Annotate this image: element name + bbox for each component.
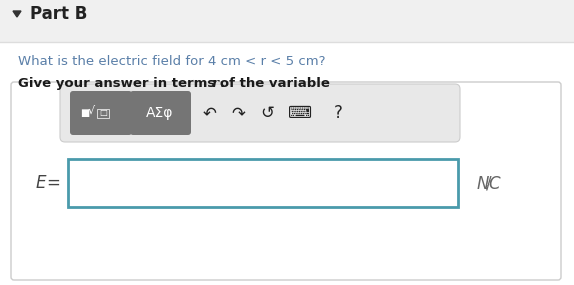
Text: ↶: ↶ (203, 104, 217, 122)
Text: √: √ (88, 106, 95, 116)
Text: Part B: Part B (30, 5, 87, 23)
FancyBboxPatch shape (130, 91, 191, 135)
Text: Give your answer in terms of the variable: Give your answer in terms of the variabl… (18, 77, 335, 90)
Text: r: r (211, 77, 218, 90)
FancyBboxPatch shape (0, 0, 574, 42)
Text: What is the electric field for 4 cm < r < 5 cm?: What is the electric field for 4 cm < r … (18, 55, 325, 68)
FancyBboxPatch shape (11, 82, 561, 280)
Text: $E\!=\,$: $E\!=\,$ (35, 174, 60, 192)
FancyBboxPatch shape (68, 159, 458, 207)
Text: .: . (220, 77, 225, 90)
Polygon shape (13, 11, 21, 17)
Text: ■: ■ (80, 108, 89, 118)
FancyBboxPatch shape (70, 91, 132, 135)
Text: ΑΣφ: ΑΣφ (146, 106, 174, 120)
FancyBboxPatch shape (60, 84, 460, 142)
Text: □: □ (99, 109, 107, 117)
Text: ↷: ↷ (231, 104, 245, 122)
Text: ⌨: ⌨ (288, 104, 312, 122)
FancyBboxPatch shape (97, 109, 109, 118)
Text: ?: ? (333, 104, 343, 122)
Text: $N\!/\!C$: $N\!/\!C$ (476, 174, 502, 192)
Text: ↺: ↺ (260, 104, 274, 122)
